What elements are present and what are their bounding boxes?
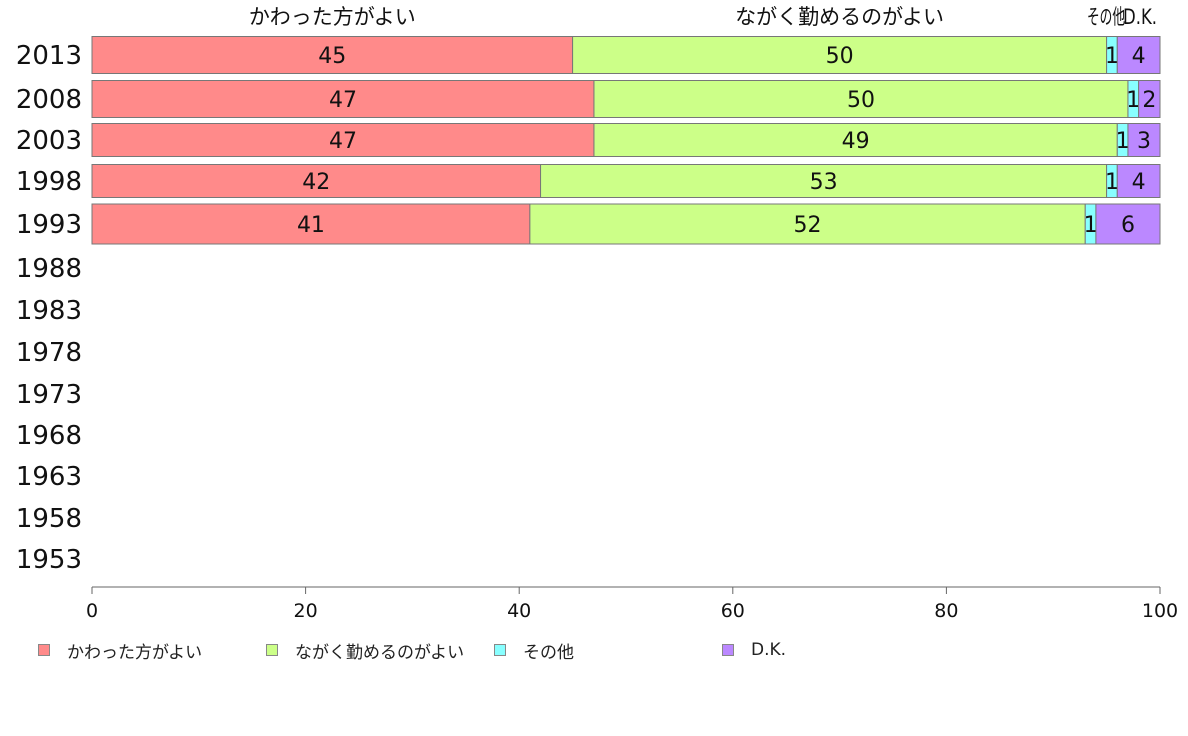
bar-2003-s1 — [593, 123, 1118, 157]
x-tick-label-20: 20 — [294, 600, 318, 622]
y-label-1978: 1978 — [16, 338, 82, 368]
y-label-1983: 1983 — [16, 296, 82, 326]
x-axis: 0 20 40 60 80 100 — [86, 586, 1178, 622]
y-label-1973: 1973 — [16, 380, 82, 410]
x-tick-label-0: 0 — [86, 600, 98, 622]
y-label-1958: 1958 — [16, 504, 82, 534]
x-tick-label-100: 100 — [1142, 600, 1178, 622]
bar-1993-s1 — [529, 203, 1086, 245]
bar-2013-s3 — [1116, 36, 1161, 74]
bar-label-2003-s0: 47 — [329, 129, 357, 154]
bar-label-2003-s1: 49 — [842, 129, 870, 154]
legend-item-1: ながく勤めるのがよい — [266, 638, 465, 663]
bar-label-1993-s1: 52 — [794, 213, 822, 238]
bar-label-2008-s1: 50 — [847, 88, 875, 113]
legend-item-2: その他 — [494, 638, 574, 663]
bar-label-2008-s2: 1 — [1126, 88, 1140, 113]
bar-label-1993-s0: 41 — [297, 213, 325, 238]
bar-label-2008-s0: 47 — [329, 88, 357, 113]
bar-label-1998-s1: 53 — [810, 170, 838, 195]
y-axis-labels: 2013 2008 2003 1998 1993 1988 1983 1978 1973 1968… — [16, 41, 82, 575]
bar-2008-s1 — [593, 80, 1129, 118]
bar-label-1993-s2: 1 — [1084, 213, 1098, 238]
bar-label-1998-s3: 4 — [1132, 170, 1146, 195]
legend-swatch-0 — [38, 644, 50, 656]
bar-label-1998-s2: 1 — [1105, 170, 1119, 195]
x-tick-label-40: 40 — [507, 600, 531, 622]
bar-1998-s0 — [91, 164, 542, 198]
bar-2008-s0 — [91, 80, 595, 118]
bar-2008-s3 — [1138, 80, 1161, 118]
y-label-2013: 2013 — [16, 41, 82, 71]
y-label-1953: 1953 — [16, 545, 82, 575]
bars: 45 50 1 447 50 1 247 49 1 342 53 1 441 52 1 6 — [91, 36, 1161, 245]
y-label-1993: 1993 — [16, 210, 82, 240]
top-label-0: かわった方がよい — [249, 5, 416, 29]
y-label-1998: 1998 — [16, 167, 82, 197]
bar-label-2003-s2: 1 — [1116, 129, 1130, 154]
bar-label-2013-s1: 50 — [826, 44, 854, 69]
top-label-3: D.K. — [1123, 5, 1157, 29]
bar-label-2013-s0: 45 — [318, 44, 346, 69]
x-tick-label-80: 80 — [934, 600, 958, 622]
bar-1993-s3 — [1095, 203, 1161, 245]
y-label-1988: 1988 — [16, 254, 82, 284]
y-label-2003: 2003 — [16, 126, 82, 156]
legend-label-1: ながく勤めるのがよい — [295, 642, 465, 663]
top-label-2: その他 — [1087, 5, 1125, 29]
bar-label-1998-s0: 42 — [302, 170, 330, 195]
y-label-1968: 1968 — [16, 421, 82, 451]
legend-swatch-1 — [266, 644, 278, 656]
top-label-1: ながく勤めるのがよい — [735, 5, 944, 29]
legend: かわった方がよい ながく勤めるのがよい その他 D.K. — [38, 638, 1158, 663]
legend-label-2: その他 — [523, 642, 574, 663]
bar-label-2013-s3: 4 — [1132, 44, 1146, 69]
bar-label-2008-s3: 2 — [1142, 88, 1156, 113]
legend-label-3: D.K. — [751, 640, 787, 660]
legend-swatch-2 — [494, 644, 506, 656]
bar-2003-s3 — [1127, 123, 1161, 157]
y-label-2008: 2008 — [16, 85, 82, 115]
legend-item-0: かわった方がよい — [38, 638, 203, 663]
bar-1993-s0 — [91, 203, 531, 245]
bar-label-2003-s3: 3 — [1137, 129, 1151, 154]
legend-item-3: D.K. — [722, 638, 786, 662]
y-label-1963: 1963 — [16, 462, 82, 492]
bar-2013-s0 — [91, 36, 574, 74]
bar-1998-s3 — [1116, 164, 1161, 198]
bar-label-2013-s2: 1 — [1105, 44, 1119, 69]
legend-swatch-3 — [722, 644, 734, 656]
x-tick-label-60: 60 — [721, 600, 745, 622]
legend-label-0: かわった方がよい — [67, 642, 203, 663]
bar-1998-s1 — [540, 164, 1108, 198]
bar-label-1993-s3: 6 — [1121, 213, 1135, 238]
bar-2013-s1 — [572, 36, 1108, 74]
